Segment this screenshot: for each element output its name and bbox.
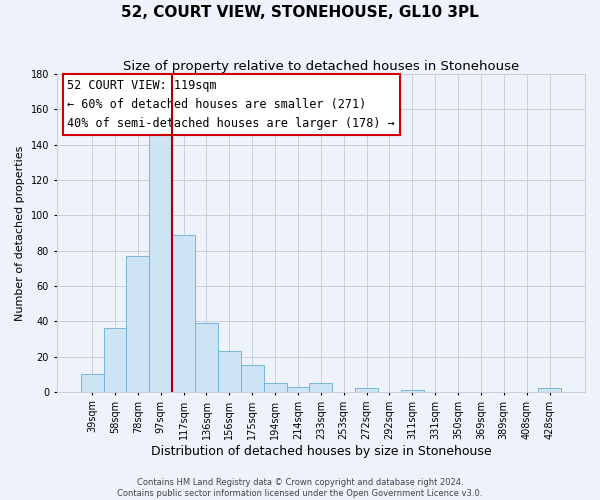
- X-axis label: Distribution of detached houses by size in Stonehouse: Distribution of detached houses by size …: [151, 444, 491, 458]
- Y-axis label: Number of detached properties: Number of detached properties: [15, 146, 25, 320]
- Bar: [81, 374, 104, 392]
- Bar: [104, 328, 127, 392]
- Bar: [172, 235, 195, 392]
- Bar: [263, 383, 287, 392]
- Bar: [127, 256, 149, 392]
- Bar: [218, 351, 241, 392]
- Bar: [538, 388, 561, 392]
- Text: 52 COURT VIEW: 119sqm
← 60% of detached houses are smaller (271)
40% of semi-det: 52 COURT VIEW: 119sqm ← 60% of detached …: [67, 79, 395, 130]
- Bar: [149, 134, 172, 392]
- Title: Size of property relative to detached houses in Stonehouse: Size of property relative to detached ho…: [123, 60, 519, 73]
- Bar: [355, 388, 378, 392]
- Bar: [287, 386, 310, 392]
- Text: 52, COURT VIEW, STONEHOUSE, GL10 3PL: 52, COURT VIEW, STONEHOUSE, GL10 3PL: [121, 5, 479, 20]
- Bar: [401, 390, 424, 392]
- Bar: [310, 383, 332, 392]
- Bar: [195, 323, 218, 392]
- Text: Contains HM Land Registry data © Crown copyright and database right 2024.
Contai: Contains HM Land Registry data © Crown c…: [118, 478, 482, 498]
- Bar: [241, 366, 263, 392]
